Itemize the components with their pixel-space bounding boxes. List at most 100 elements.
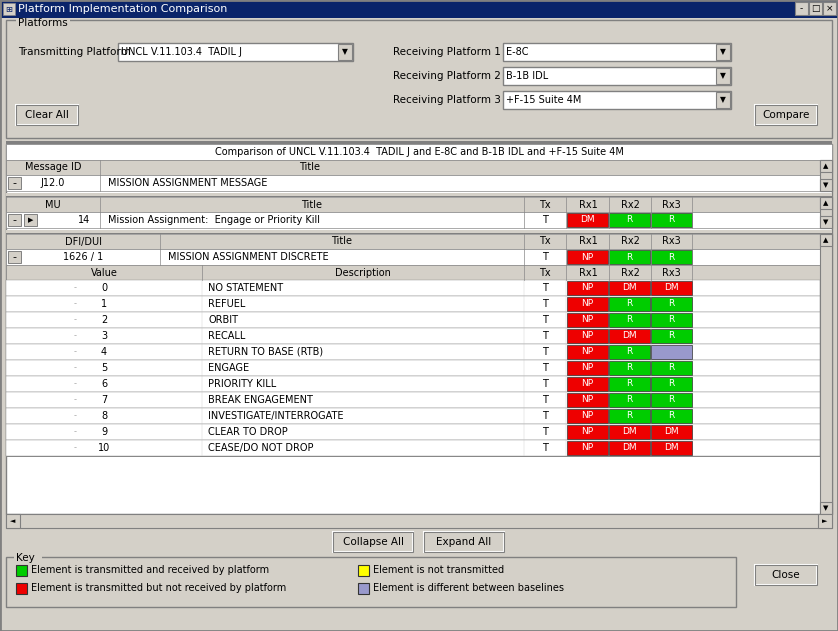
Text: Tx: Tx [539,268,551,278]
Text: Rx2: Rx2 [621,199,639,209]
Text: 9: 9 [101,427,107,437]
Bar [609,361,650,375]
Bar [6,249,820,265]
Text: ▼: ▼ [720,47,726,57]
Text: CEASE/DO NOT DROP: CEASE/DO NOT DROP [208,443,313,453]
Text: T: T [542,315,548,325]
Text: R: R [626,348,633,357]
Text: T: T [542,252,548,262]
Text: 4: 4 [101,347,107,357]
Text: ►: ► [822,518,828,524]
Text: R: R [626,396,633,404]
Bar [567,377,608,391]
Text: -: - [13,178,17,188]
Bar [6,160,820,175]
Text: R: R [626,363,633,372]
Text: Rx1: Rx1 [578,268,597,278]
Text: Receiving Platform 1: Receiving Platform 1 [393,47,501,57]
Bar [820,160,832,191]
Text: NP: NP [582,331,593,341]
Bar [6,514,832,528]
Text: Element is transmitted and received by platform: Element is transmitted and received by p… [31,565,269,575]
Bar [609,213,650,227]
Text: Rx3: Rx3 [662,199,680,209]
Text: T: T [542,347,548,357]
Bar [16,565,27,576]
Text: DM: DM [665,427,679,437]
Text: MISSION ASSIGNMENT MESSAGE: MISSION ASSIGNMENT MESSAGE [108,178,267,188]
Text: Receiving Platform 2: Receiving Platform 2 [393,71,501,81]
Bar [338,44,352,60]
Bar [8,177,21,189]
Text: ▲: ▲ [823,200,829,206]
Text: Transmitting Platform: Transmitting Platform [18,47,131,57]
Bar [651,329,692,343]
Bar [651,409,692,423]
Text: DM: DM [665,444,679,452]
Text: DM: DM [622,331,637,341]
Text: INVESTIGATE/INTERROGATE: INVESTIGATE/INTERROGATE [208,411,344,421]
Text: Rx2: Rx2 [621,237,639,247]
Text: -: - [74,316,76,324]
Text: Compare: Compare [763,110,810,120]
Text: NP: NP [582,348,593,357]
Text: UNCL V.11.103.4  TADIL J: UNCL V.11.103.4 TADIL J [121,47,242,57]
Text: R: R [626,300,633,309]
Text: NP: NP [582,427,593,437]
Bar [567,393,608,407]
Bar [651,250,692,264]
Text: DFI/DUI: DFI/DUI [65,237,101,247]
Text: Element is different between baselines: Element is different between baselines [373,583,564,593]
Text: -: - [74,363,76,372]
Text: NP: NP [582,316,593,324]
Bar [24,214,37,226]
Text: +F-15 Suite 4M: +F-15 Suite 4M [506,95,582,105]
Text: 0: 0 [101,283,107,293]
Text: -: - [13,252,17,262]
Text: Title: Title [302,199,323,209]
Text: Rx1: Rx1 [578,237,597,247]
Bar [0,0,838,18]
Bar [6,408,820,424]
Text: NP: NP [582,379,593,389]
Text: MISSION ASSIGNMENT DISCRETE: MISSION ASSIGNMENT DISCRETE [168,252,328,262]
Bar [6,440,820,456]
Text: ▼: ▼ [823,219,829,225]
Text: Close: Close [772,570,800,580]
Bar [609,377,650,391]
Bar [6,196,832,197]
Bar [567,313,608,327]
Bar [503,43,731,61]
Text: NO STATEMENT: NO STATEMENT [208,283,283,293]
Text: R: R [626,252,633,261]
Bar [651,313,692,327]
Bar [820,234,832,246]
Bar [609,393,650,407]
Bar [503,67,731,85]
Text: -: - [74,396,76,404]
Text: Collapse All: Collapse All [343,537,404,547]
Bar [820,502,832,514]
Bar [8,214,21,226]
Text: -: - [74,411,76,420]
Text: Rx3: Rx3 [662,268,680,278]
Bar [609,409,650,423]
Bar [6,175,820,191]
Text: R: R [669,396,675,404]
Bar [567,425,608,439]
Bar [567,329,608,343]
Text: -: - [800,4,803,13]
Text: □: □ [811,4,820,13]
Text: 6: 6 [101,379,107,389]
Bar [809,2,822,15]
Bar [609,313,650,327]
Bar [820,160,832,172]
Bar [755,105,817,125]
Bar [609,281,650,295]
Text: Tx: Tx [539,199,551,209]
Bar [820,197,832,228]
Text: ◄: ◄ [10,518,16,524]
Text: T: T [542,331,548,341]
Text: T: T [542,299,548,309]
Bar [6,424,820,440]
